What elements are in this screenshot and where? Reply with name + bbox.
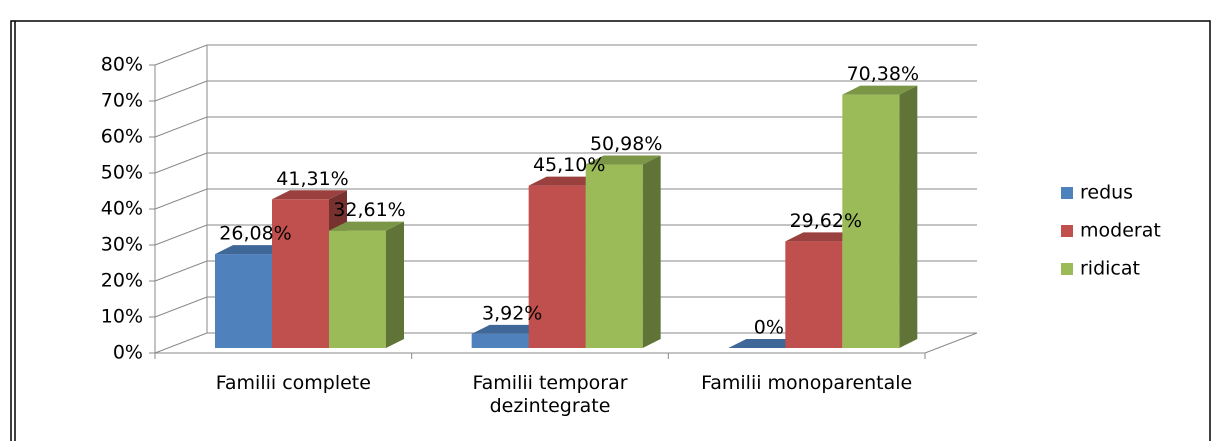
value-label: 26,08%: [219, 223, 291, 245]
bar-side: [386, 221, 404, 348]
bar: [215, 254, 272, 348]
bar-side: [899, 85, 918, 348]
y-tick-label: 30%: [101, 234, 143, 256]
y-tick-label: 70%: [101, 90, 143, 112]
grid-line: [154, 188, 977, 210]
grid-line: [154, 296, 977, 318]
legend-swatch: [1061, 187, 1073, 199]
legend-swatch: [1061, 263, 1073, 275]
grid-line: [154, 332, 977, 354]
legend-label: moderat: [1080, 220, 1161, 242]
bar: [585, 164, 643, 348]
grid-line: [154, 44, 977, 66]
bar: [842, 94, 900, 348]
y-tick-label: 20%: [101, 270, 143, 292]
y-tick-label: 10%: [101, 306, 143, 328]
bar-top: [728, 339, 804, 348]
legend-label: ridicat: [1080, 258, 1140, 280]
x-tick-label: Familii complete: [215, 372, 371, 394]
value-label: 0%: [754, 317, 784, 339]
value-label: 29,62%: [790, 210, 862, 232]
bar-top: [842, 85, 918, 95]
value-label: 41,31%: [276, 168, 348, 190]
bar: [471, 333, 529, 348]
grid-line: [154, 224, 977, 246]
bar-top: [528, 176, 604, 186]
grid-line: [154, 260, 977, 282]
bar: [528, 185, 586, 348]
y-tick-label: 40%: [101, 198, 143, 220]
bar: [329, 230, 386, 348]
bar: [272, 199, 329, 348]
value-label: 3,92%: [482, 302, 542, 324]
bar-top: [585, 155, 661, 165]
frame: [10, 20, 1211, 441]
legend-swatch: [1061, 225, 1073, 237]
grid-line: [154, 116, 977, 138]
y-tick-label: 80%: [101, 54, 143, 76]
value-label: 45,10%: [533, 154, 605, 176]
bar-side: [642, 155, 661, 348]
value-label: 32,61%: [333, 199, 405, 221]
y-tick-label: 50%: [101, 162, 143, 184]
x-tick-label: Familii temporar dezintegrate: [472, 372, 628, 417]
bar-top: [471, 324, 547, 334]
value-label: 70,38%: [847, 63, 919, 85]
value-label: 50,98%: [590, 133, 662, 155]
grid-line: [154, 152, 977, 174]
bar-top: [215, 245, 290, 255]
bar-top: [785, 232, 861, 242]
bar-top: [272, 190, 347, 200]
bar-top: [329, 221, 404, 231]
y-tick-label: 60%: [101, 126, 143, 148]
bar: [785, 241, 843, 348]
x-tick-label: Familii monoparentale: [701, 372, 913, 394]
grid-line: [154, 80, 977, 102]
y-tick-label: 0%: [113, 342, 143, 364]
legend-label: redus: [1080, 182, 1133, 204]
